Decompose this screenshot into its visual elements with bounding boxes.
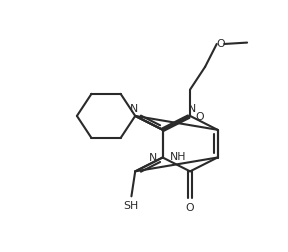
Text: NH: NH bbox=[170, 152, 186, 163]
Text: N: N bbox=[187, 104, 196, 114]
Text: O: O bbox=[195, 112, 204, 122]
Text: N: N bbox=[130, 104, 139, 114]
Text: O: O bbox=[217, 39, 225, 49]
Text: O: O bbox=[186, 203, 194, 213]
Text: SH: SH bbox=[123, 201, 138, 211]
Text: N: N bbox=[149, 153, 157, 163]
